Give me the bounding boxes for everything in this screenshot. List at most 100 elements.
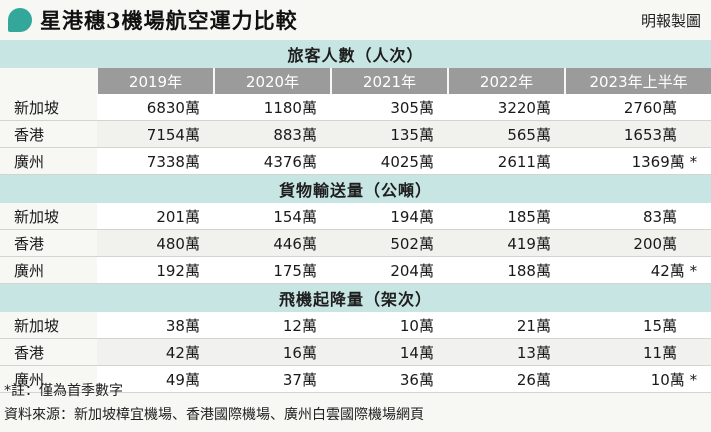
table-cell: 565萬 — [448, 120, 565, 148]
cell-unit: 萬 — [662, 234, 678, 253]
table-cell: 502萬 — [331, 229, 448, 257]
table-cell: 185萬 — [448, 203, 565, 230]
cell-value: 154 — [273, 207, 302, 226]
cell-unit: 萬 — [184, 261, 200, 280]
cell-unit: 萬 — [662, 343, 678, 362]
column-header: 2023年上半年 — [563, 68, 711, 94]
chart-title: 星港穗3機場航空運力比較 — [40, 8, 298, 33]
cell-value: 12 — [282, 316, 302, 335]
cell-unit: 萬 — [301, 316, 317, 335]
table-cell: 305萬 — [331, 94, 448, 121]
cell-unit: 萬 — [669, 261, 685, 280]
cell-value: 15 — [642, 316, 663, 335]
cell-unit: 萬 — [301, 125, 317, 144]
table-cell: 21萬 — [448, 312, 565, 339]
table-row: 香港 480萬 446萬 502萬 419萬 200萬 — [0, 229, 711, 257]
cell-unit: 萬 — [535, 125, 551, 144]
cell-value: 2760 — [623, 98, 663, 117]
cell-value: 200 — [633, 234, 663, 253]
cell-value: 565 — [507, 125, 536, 144]
cell-value: 7154 — [146, 125, 185, 144]
section-header: 旅客人數（人次） — [0, 40, 711, 68]
cell-unit: 萬 — [301, 261, 317, 280]
cell-value: 1653 — [623, 125, 663, 144]
cell-value: 188 — [507, 261, 536, 280]
table-cell: 7154萬 — [97, 120, 214, 148]
cell-unit: 萬 — [418, 261, 434, 280]
cell-value: 13 — [516, 343, 536, 362]
row-label: 廣州 — [0, 365, 97, 393]
cell-value: 4376 — [263, 152, 302, 171]
table-row: 香港 7154萬 883萬 135萬 565萬 1653萬 — [0, 120, 711, 148]
table-row: 新加坡 201萬 154萬 194萬 185萬 83萬 — [0, 203, 711, 230]
table-cell: 12萬 — [214, 312, 331, 339]
column-header: 2020年 — [213, 68, 331, 94]
table-cell: 14萬 — [331, 338, 448, 366]
table-cell: 16萬 — [214, 338, 331, 366]
table-cell: 11萬 — [565, 338, 711, 366]
table-cell: 42萬 * — [565, 256, 711, 284]
row-label: 新加坡 — [0, 312, 97, 339]
table-cell: 2611萬 — [448, 147, 565, 175]
table-cell: 204萬 — [331, 256, 448, 284]
row-label: 廣州 — [0, 256, 97, 284]
cell-value: 21 — [516, 316, 536, 335]
cell-unit: 萬 — [535, 207, 551, 226]
table-cell: 4025萬 — [331, 147, 448, 175]
cell-unit: 萬 — [418, 98, 434, 117]
table-cell: 419萬 — [448, 229, 565, 257]
cell-unit: 萬 — [662, 98, 678, 117]
cell-unit: 萬 — [301, 98, 317, 117]
cell-value: 3220 — [497, 98, 536, 117]
cell-unit: 萬 — [418, 234, 434, 253]
cell-unit: 萬 — [184, 370, 200, 389]
table-row: 廣州 192萬 175萬 204萬 188萬 42萬 * — [0, 256, 711, 284]
table-row: 廣州 7338萬 4376萬 4025萬 2611萬 1369萬 * — [0, 147, 711, 175]
cell-value: 14 — [399, 343, 419, 362]
cell-value: 16 — [282, 343, 302, 362]
table-cell: 10萬 * — [565, 365, 711, 393]
data-table: 旅客人數（人次） 2019年 2020年 2021年 2022年 2023年上半年 新加坡 6… — [0, 40, 711, 393]
table-row: 新加坡 6830萬 1180萬 305萬 3220萬 2760萬 — [0, 94, 711, 121]
table-row: 香港 42萬 16萬 14萬 13萬 11萬 — [0, 338, 711, 366]
table-cell: 175萬 — [214, 256, 331, 284]
cell-value: 446 — [273, 234, 302, 253]
cell-value: 7338 — [146, 152, 185, 171]
cell-value: 2611 — [497, 152, 536, 171]
table-cell: 26萬 — [448, 365, 565, 393]
cell-value: 201 — [156, 207, 185, 226]
cell-unit: 萬 — [535, 316, 551, 335]
cell-value: 37 — [282, 370, 302, 389]
table-cell: 2760萬 — [565, 94, 711, 121]
cell-unit: 萬 — [669, 370, 685, 389]
section-header: 飛機起降量（架次） — [0, 283, 711, 312]
column-header-row: 2019年 2020年 2021年 2022年 2023年上半年 — [0, 68, 711, 94]
cell-unit: 萬 — [184, 152, 200, 171]
table-cell: 10萬 — [331, 312, 448, 339]
row-label: 廣州 — [0, 147, 97, 175]
cell-unit: 萬 — [662, 125, 678, 144]
cell-unit: 萬 — [418, 370, 434, 389]
table-cell: 135萬 — [331, 120, 448, 148]
footnote-marker: * — [684, 152, 698, 171]
cell-unit: 萬 — [535, 370, 551, 389]
table-cell: 7338萬 — [97, 147, 214, 175]
cell-value: 204 — [390, 261, 419, 280]
cell-value: 83 — [642, 207, 663, 226]
cell-unit: 萬 — [184, 207, 200, 226]
cell-value: 26 — [516, 370, 536, 389]
cell-unit: 萬 — [662, 316, 678, 335]
table-cell: 42萬 — [97, 338, 214, 366]
cell-value: 1180 — [263, 98, 302, 117]
cell-value: 42 — [650, 261, 670, 280]
column-header-blank — [0, 68, 97, 94]
row-label: 香港 — [0, 120, 97, 148]
row-label: 新加坡 — [0, 94, 97, 121]
cell-unit: 萬 — [418, 343, 434, 362]
table-cell: 194萬 — [331, 203, 448, 230]
cell-unit: 萬 — [418, 125, 434, 144]
section-title: 飛機起降量（架次） — [0, 283, 711, 312]
row-label: 香港 — [0, 338, 97, 366]
row-label: 新加坡 — [0, 203, 97, 230]
table-cell: 192萬 — [97, 256, 214, 284]
